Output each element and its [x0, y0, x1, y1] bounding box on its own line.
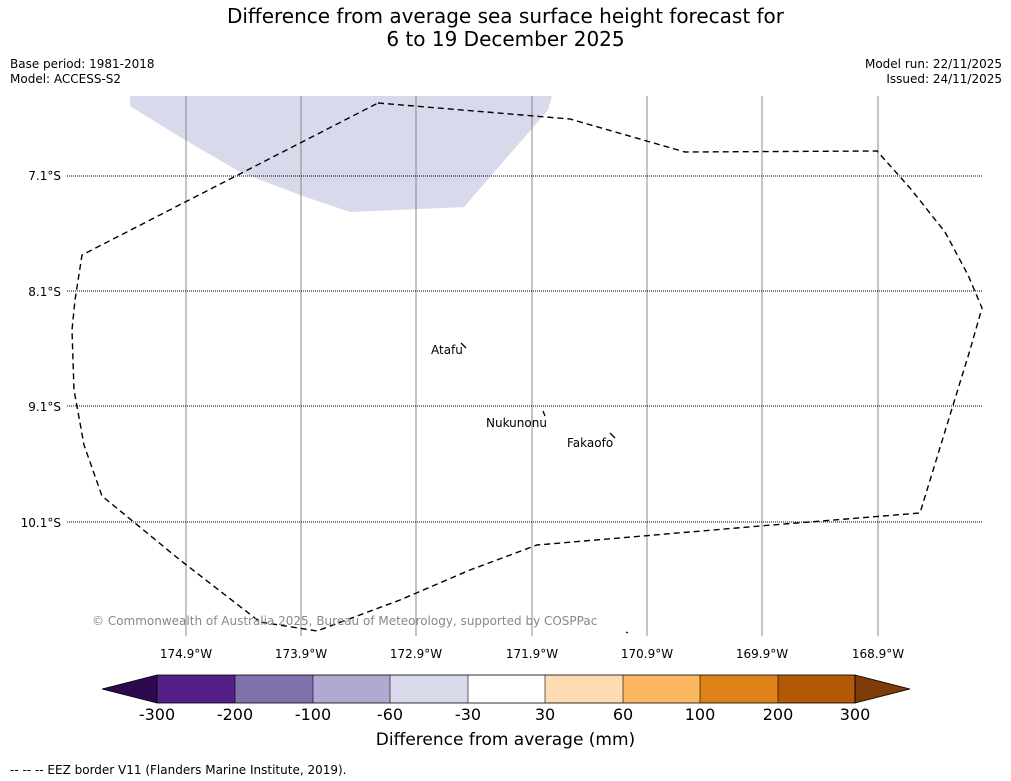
- base-period: Base period: 1981-2018: [10, 57, 155, 71]
- lat-label: 10.1°S: [21, 516, 61, 530]
- colorbar-label: 200: [762, 705, 794, 724]
- nukunonu-atoll: [542, 410, 546, 417]
- place-label-atafu: Atafu: [431, 343, 463, 357]
- latitude-gridlines: [67, 175, 982, 523]
- colorbar-segment: [468, 675, 545, 703]
- colorbar-frame: [156, 674, 856, 704]
- chart-title: Difference from average sea surface heig…: [0, 5, 1011, 51]
- colorbar-segment: [778, 675, 855, 703]
- lon-label: 170.9°W: [621, 647, 673, 661]
- fakaofo-atoll: [609, 432, 616, 439]
- colorbar-label: -100: [294, 705, 332, 724]
- colorbar-label: 60: [612, 705, 634, 724]
- lon-label: 172.9°W: [390, 647, 442, 661]
- colorbar-label: 30: [534, 705, 556, 724]
- colorbar-segment: [623, 675, 700, 703]
- meta-left: Base period: 1981-2018 Model: ACCESS-S2: [10, 57, 155, 87]
- lon-label: 171.9°W: [506, 647, 558, 661]
- eez-footnote: -- -- -- EEZ border V11 (Flanders Marine…: [10, 763, 347, 777]
- colorbar-segment: [157, 675, 235, 703]
- meta-right: Model run: 22/11/2025 Issued: 24/11/2025: [865, 57, 1002, 87]
- copyright-text: © Commonwealth of Australia 2025, Bureau…: [92, 614, 598, 628]
- lat-label: 7.1°S: [28, 169, 61, 183]
- lon-label: 169.9°W: [736, 647, 788, 661]
- colorbar-label: -60: [376, 705, 404, 724]
- colorbar-segment: [235, 675, 313, 703]
- colorbar-extend-low: [101, 674, 158, 704]
- colorbar-label: -200: [216, 705, 254, 724]
- colorbar-segment: [390, 675, 468, 703]
- small-islet: [625, 631, 629, 634]
- title-line-2: 6 to 19 December 2025: [386, 27, 625, 51]
- lon-label: 173.9°W: [275, 647, 327, 661]
- place-label-fakaofo: Fakaofo: [567, 436, 613, 450]
- colorbar-label: 300: [839, 705, 871, 724]
- lon-label: 168.9°W: [852, 647, 904, 661]
- lat-label: 8.1°S: [28, 285, 61, 299]
- issued-date: Issued: 24/11/2025: [886, 72, 1002, 86]
- colorbar-label: 100: [684, 705, 716, 724]
- colorbar: [101, 674, 911, 704]
- eez-border: [71, 102, 983, 632]
- atolls: [460, 342, 616, 439]
- anomaly-region: [130, 96, 552, 212]
- colorbar-extend-high: [854, 674, 911, 704]
- model-name: Model: ACCESS-S2: [10, 72, 122, 86]
- atafu-atoll: [460, 342, 467, 349]
- model-run: Model run: 22/11/2025: [864, 57, 1002, 71]
- colorbar-label: -300: [138, 705, 176, 724]
- lat-label: 9.1°S: [28, 400, 61, 414]
- title-line-1: Difference from average sea surface heig…: [226, 4, 785, 28]
- colorbar-segment: [545, 675, 623, 703]
- place-label-nukunonu: Nukunonu: [486, 416, 547, 430]
- lon-label: 174.9°W: [160, 647, 212, 661]
- longitude-gridlines: [185, 96, 879, 636]
- colorbar-title: Difference from average (mm): [375, 730, 636, 750]
- colorbar-segment: [700, 675, 778, 703]
- colorbar-segment: [313, 675, 390, 703]
- colorbar-label: -30: [454, 705, 482, 724]
